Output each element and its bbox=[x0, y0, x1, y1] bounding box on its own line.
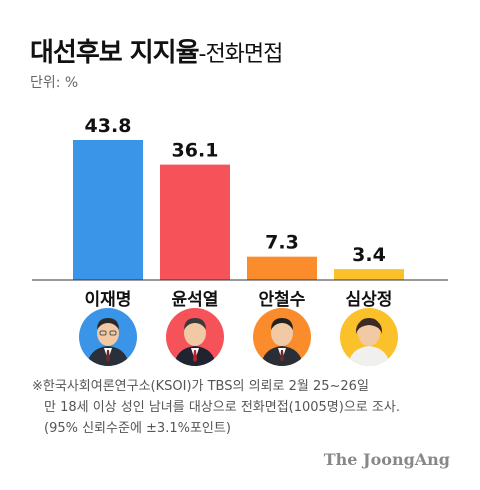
candidate-photo-lee bbox=[79, 308, 137, 366]
candidate-name-yoon: 윤석열 bbox=[171, 290, 219, 310]
bar-value-label-lee: 43.8 bbox=[85, 115, 132, 137]
candidate-photo-icon bbox=[340, 308, 398, 366]
candidate-photo-ahn bbox=[253, 308, 311, 366]
candidate-photo-icon bbox=[79, 308, 137, 366]
chart-title-subtitle: -전화면접 bbox=[198, 42, 284, 67]
unit-label: 단위: % bbox=[30, 75, 79, 91]
bar-yoon bbox=[160, 164, 230, 280]
chart-title-main: 대선후보 지지율 bbox=[30, 38, 199, 68]
candidate-photo-yoon bbox=[166, 308, 224, 366]
candidate-photo-sim bbox=[340, 308, 398, 366]
candidate-name-sim: 심상정 bbox=[345, 290, 393, 310]
brand-logo: The JoongAng bbox=[323, 450, 450, 469]
candidate-photo-icon bbox=[166, 308, 224, 366]
bar-sim bbox=[334, 269, 404, 280]
footnote-line-3: (95% 신뢰수준에 ±3.1%포인트) bbox=[44, 421, 231, 436]
bar-value-label-yoon: 36.1 bbox=[172, 140, 219, 162]
footnote-line-1: ※한국사회여론연구소(KSOI)가 TBS의 의뢰로 2월 25~26일 bbox=[32, 379, 369, 394]
bar-lee bbox=[73, 140, 143, 280]
footnote-line-2: 만 18세 이상 성인 남녀를 대상으로 전화면접(1005명)으로 조사. bbox=[44, 400, 400, 415]
bar-ahn bbox=[247, 256, 317, 280]
chart-title: 대선후보 지지율-전화면접 bbox=[30, 32, 284, 69]
footnote: ※한국사회여론연구소(KSOI)가 TBS의 의뢰로 2월 25~26일 만 1… bbox=[32, 376, 400, 439]
candidate-photo-icon bbox=[253, 308, 311, 366]
bar-value-label-sim: 3.4 bbox=[352, 244, 386, 266]
bar-value-label-ahn: 7.3 bbox=[265, 232, 299, 254]
bar-chart: 43.8 36.1 7.3 3.4 bbox=[32, 115, 448, 281]
candidate-name-ahn: 안철수 bbox=[258, 290, 306, 310]
candidate-name-lee: 이재명 bbox=[84, 290, 132, 310]
